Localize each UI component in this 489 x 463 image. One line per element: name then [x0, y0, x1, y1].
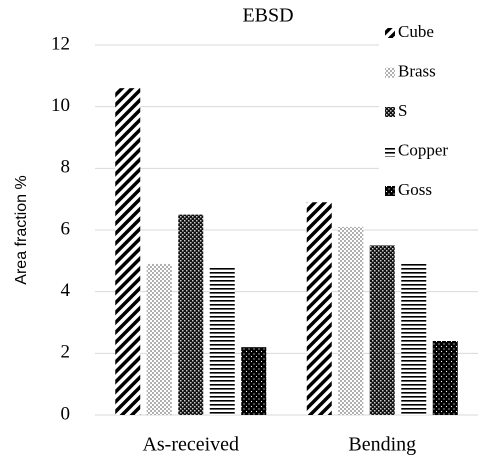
bar [209, 267, 235, 415]
legend-swatch [385, 107, 395, 117]
y-tick-label: 2 [61, 342, 71, 363]
legend-label: Copper [398, 140, 448, 159]
bar [369, 245, 395, 415]
legend-label: Goss [398, 180, 432, 199]
y-tick-label: 6 [61, 218, 71, 239]
chart-title: EBSD [242, 5, 293, 27]
legend-swatch [385, 28, 395, 38]
x-tick-label: Bending [348, 434, 416, 456]
legend-label: Cube [398, 22, 434, 41]
y-tick-label: 12 [51, 33, 70, 54]
bar [178, 214, 204, 415]
x-tick-label: As-received [142, 434, 239, 456]
legend-label: S [398, 101, 407, 120]
legend-swatch [385, 67, 395, 78]
legend-swatch [385, 146, 395, 157]
legend-background [379, 14, 484, 206]
y-tick-label: 8 [61, 157, 71, 178]
bar [432, 341, 458, 415]
bar [115, 88, 141, 416]
legend-label: Brass [398, 61, 436, 80]
y-axis-label: Area fraction % [13, 175, 30, 284]
bar [306, 202, 332, 415]
legend: Cube Brass S Copper Goss [379, 14, 484, 206]
y-tick-label: 0 [61, 403, 71, 424]
bars [115, 88, 458, 416]
bar [338, 226, 364, 415]
bar [401, 263, 427, 415]
y-tick-label: 4 [61, 280, 71, 301]
y-tick-label: 10 [51, 95, 70, 116]
grid: 0 2 4 6 8 10 12 As-received Bending [51, 33, 478, 456]
bar [146, 263, 172, 415]
legend-swatch [385, 186, 395, 196]
bar [241, 347, 267, 415]
